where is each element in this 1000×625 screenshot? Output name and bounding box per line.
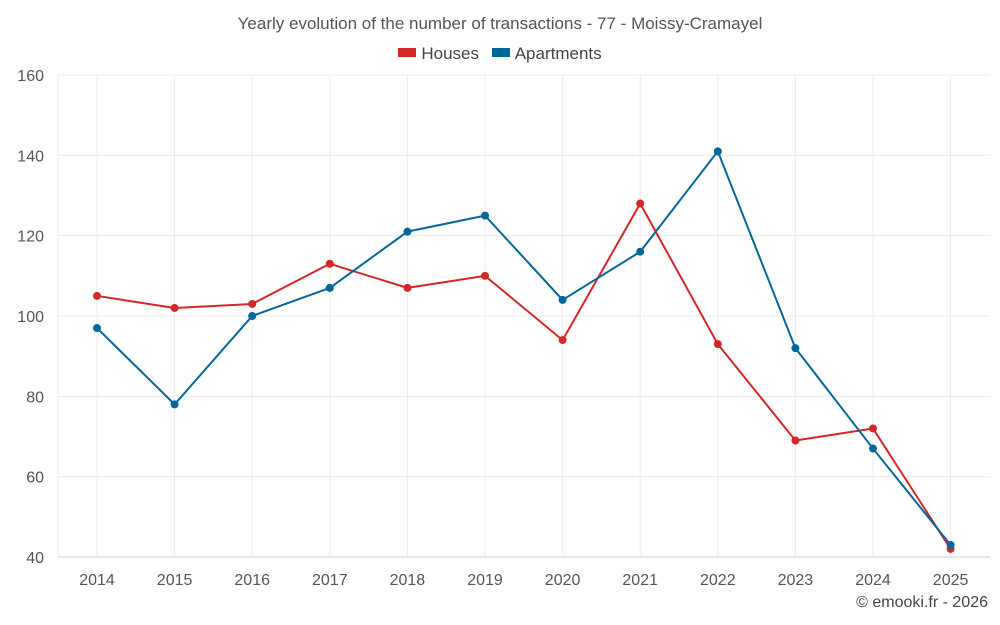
data-point-apartments[interactable] bbox=[403, 227, 412, 236]
legend-item-houses[interactable]: Houses bbox=[398, 44, 479, 64]
data-point-houses[interactable] bbox=[558, 336, 567, 345]
chart-title: Yearly evolution of the number of transa… bbox=[237, 14, 763, 33]
data-point-houses[interactable] bbox=[325, 259, 334, 268]
data-point-houses[interactable] bbox=[248, 299, 257, 308]
data-point-apartments[interactable] bbox=[248, 312, 257, 320]
x-tick-label: 2014 bbox=[79, 572, 115, 589]
data-point-apartments[interactable] bbox=[636, 247, 645, 256]
x-tick-label: 2023 bbox=[778, 572, 814, 589]
y-tick-label: 140 bbox=[17, 148, 44, 165]
x-tick-label: 2016 bbox=[234, 572, 270, 589]
legend-item-apartments[interactable]: Apartments bbox=[491, 44, 602, 64]
series-line-houses bbox=[96, 202, 952, 550]
legend-label-houses: Houses bbox=[421, 44, 479, 63]
data-point-apartments[interactable] bbox=[869, 444, 877, 453]
y-tick-label: 160 bbox=[17, 68, 44, 85]
data-point-apartments[interactable] bbox=[481, 211, 489, 220]
series-houses bbox=[93, 199, 955, 553]
x-tick-label: 2015 bbox=[157, 572, 193, 589]
y-tick-label: 120 bbox=[17, 229, 44, 246]
data-point-houses[interactable] bbox=[713, 340, 722, 349]
data-point-houses[interactable] bbox=[170, 303, 179, 312]
legend-label-apartments: Apartments bbox=[514, 44, 602, 63]
x-tick-label: 2024 bbox=[855, 572, 891, 589]
series bbox=[93, 147, 955, 553]
data-point-apartments[interactable] bbox=[713, 147, 722, 156]
y-tick-label: 80 bbox=[26, 389, 44, 406]
data-point-apartments[interactable] bbox=[791, 344, 800, 353]
data-point-houses[interactable] bbox=[403, 283, 412, 292]
x-tick-label: 2018 bbox=[390, 572, 426, 589]
legend-swatch-apartments bbox=[491, 48, 510, 58]
data-point-houses[interactable] bbox=[93, 291, 101, 300]
x-tick-label: 2022 bbox=[700, 572, 736, 589]
x-tick-label: 2020 bbox=[545, 572, 581, 589]
data-point-apartments[interactable] bbox=[946, 540, 955, 549]
x-tick-label: 2025 bbox=[933, 572, 969, 589]
data-point-apartments[interactable] bbox=[170, 400, 179, 409]
y-tick-label: 40 bbox=[26, 550, 44, 567]
x-tick-label: 2021 bbox=[622, 572, 658, 589]
data-point-houses[interactable] bbox=[869, 424, 877, 433]
x-tick-label: 2017 bbox=[312, 572, 348, 589]
chart-legend: Houses Apartments bbox=[0, 44, 1000, 64]
data-point-houses[interactable] bbox=[791, 436, 800, 445]
series-line-apartments bbox=[96, 150, 952, 546]
y-tick-label: 60 bbox=[26, 470, 44, 487]
axes: 40 60 80 100 120 140 160 2014 2015 2016 2017 2018 20… bbox=[17, 68, 968, 589]
x-tick-label: 2019 bbox=[467, 572, 503, 589]
data-point-apartments[interactable] bbox=[93, 324, 101, 333]
y-tick-label: 100 bbox=[17, 309, 44, 326]
data-point-houses[interactable] bbox=[636, 199, 645, 208]
data-point-houses[interactable] bbox=[481, 271, 489, 280]
series-apartments bbox=[93, 147, 955, 549]
legend-swatch-houses bbox=[398, 48, 417, 58]
data-point-apartments[interactable] bbox=[558, 295, 567, 304]
copyright-credit: © emooki.fr - 2026 bbox=[856, 594, 988, 611]
grid bbox=[57, 74, 990, 558]
data-point-apartments[interactable] bbox=[325, 283, 334, 292]
